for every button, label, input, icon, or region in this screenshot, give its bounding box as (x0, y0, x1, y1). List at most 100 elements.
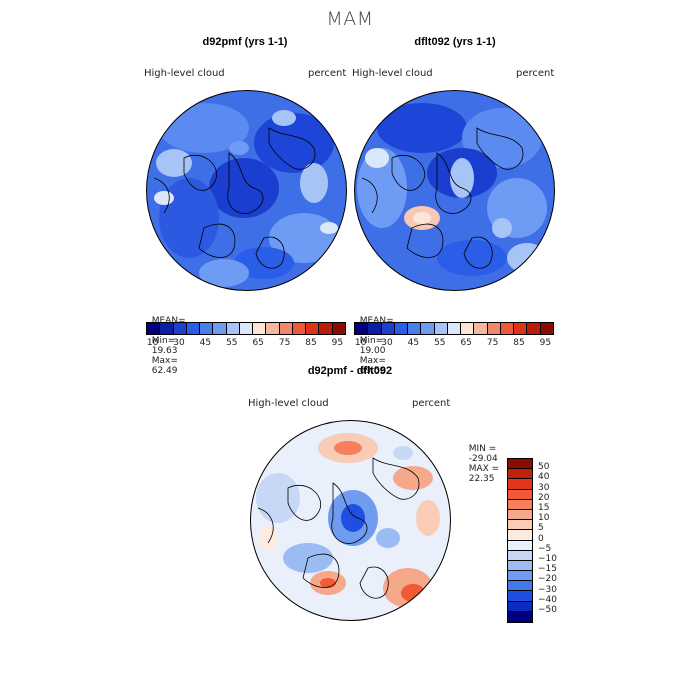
panel2-min-value: 19.00 (359, 346, 386, 356)
colorbar-swatch (508, 489, 532, 500)
panel2-min-label: Min= (359, 336, 384, 346)
colorbar-tick-label: 30 (381, 338, 393, 348)
colorbar-tick-label: 5 (538, 523, 544, 534)
colorbar-swatch (508, 571, 532, 582)
colorbar-tick-label: −15 (538, 564, 557, 575)
colorbar-swatch (213, 323, 227, 334)
panel3-min-label: MIN = (468, 444, 497, 454)
panel1-min-value: 19.63 (151, 346, 178, 356)
colorbar-tick-label: 85 (305, 338, 317, 348)
colorbar-swatch (474, 323, 488, 334)
panel1-polar-map (146, 90, 347, 291)
colorbar-swatch (332, 323, 345, 334)
colorbar-swatch (508, 591, 532, 602)
colorbar-swatch (500, 323, 515, 334)
panel3-variable-label: High-level cloud (248, 398, 329, 409)
colorbar-swatch (508, 540, 532, 551)
colorbar-tick-label: −20 (538, 574, 557, 585)
colorbar-swatch (487, 323, 501, 334)
colorbar-tick-label: 55 (434, 338, 446, 348)
colorbar-swatch (461, 323, 475, 334)
colorbar-swatch (239, 323, 254, 334)
panel2-units-label: percent (516, 68, 555, 79)
figure-season-title: MAM (326, 8, 374, 30)
colorbar-swatch (508, 581, 532, 592)
colorbar-tick-label: 10 (146, 338, 159, 348)
colorbar-swatch (408, 323, 422, 334)
colorbar-swatch (508, 499, 532, 510)
colorbar-swatch (540, 323, 553, 334)
colorbar-swatch (421, 323, 435, 334)
panel2-max-value: 69.56 (359, 366, 386, 376)
colorbar-swatch (279, 323, 293, 334)
panel2-max-label: Max= (359, 356, 386, 366)
panel2-mean-label: MEAN= (359, 316, 394, 326)
colorbar-tick-label: −5 (538, 543, 552, 554)
colorbar-swatch (508, 550, 532, 561)
colorbar-swatch (508, 479, 532, 490)
colorbar-swatch (434, 323, 448, 334)
colorbar-swatch (527, 323, 541, 334)
colorbar-tick-label: −30 (538, 584, 557, 595)
panel2-variable-label: High-level cloud (352, 68, 433, 79)
panel1-units-label: percent (308, 68, 347, 79)
colorbar-tick-label: 30 (173, 338, 185, 348)
panel1-title: d92pmf (yrs 1-1) (202, 36, 288, 48)
panel2-title: dflt092 (yrs 1-1) (414, 36, 496, 48)
colorbar-swatch (226, 323, 240, 334)
colorbar-swatch (266, 323, 280, 334)
panel1-max-label: Max= (151, 356, 178, 366)
colorbar-tick-label: 45 (407, 338, 420, 348)
colorbar-tick-label: 95 (331, 338, 344, 348)
colorbar-swatch (200, 323, 214, 334)
panel3-units-label: percent (412, 398, 451, 409)
panel3-max-value: 22.35 (468, 474, 495, 484)
panel3-colorbar (507, 458, 533, 623)
colorbar-swatch (306, 323, 320, 334)
colorbar-swatch (292, 323, 307, 334)
panel3-max-label: MAX = (468, 464, 500, 474)
colorbar-swatch (355, 323, 369, 334)
panel3-title: d92pmf - dflt092 (307, 365, 393, 377)
colorbar-tick-label: 30 (538, 482, 550, 493)
colorbar-tick-label: 85 (513, 338, 525, 348)
colorbar-tick-label: 75 (278, 338, 291, 348)
colorbar-swatch (160, 323, 174, 334)
panel2-colorbar-ticks: 10 30 45 55 65 75 85 95 (354, 338, 552, 350)
panel3-polar-map (250, 420, 451, 621)
colorbar-tick-label: 0 (538, 533, 544, 544)
panel1-min-label: Min= (151, 336, 176, 346)
colorbar-tick-label: 10 (538, 513, 550, 524)
colorbar-swatch (508, 601, 532, 612)
colorbar-swatch (508, 611, 532, 622)
panel1-colorbar-ticks: 10 30 45 55 65 75 85 95 (146, 338, 344, 350)
colorbar-tick-label: 65 (252, 338, 264, 348)
colorbar-swatch (319, 323, 333, 334)
colorbar-swatch (508, 509, 532, 521)
colorbar-tick-label: 20 (538, 492, 550, 503)
colorbar-tick-label: 10 (354, 338, 367, 348)
colorbar-swatch (173, 323, 187, 334)
panel2-colorbar (354, 322, 554, 335)
colorbar-tick-label: 95 (539, 338, 552, 348)
colorbar-tick-label: 65 (460, 338, 472, 348)
panel1-max-value: 62.49 (151, 366, 178, 376)
colorbar-swatch (186, 323, 201, 334)
colorbar-swatch (508, 560, 532, 572)
colorbar-swatch (508, 469, 532, 480)
panel3-min-value: -29.04 (468, 454, 498, 464)
panel3-colorbar-ticks: 50 40 30 20 15 10 5 0 −5 −10 −15 −20 −30 −40 −50 (538, 458, 578, 622)
colorbar-tick-label: 75 (486, 338, 499, 348)
panel1-mean-label: MEAN= (151, 316, 186, 326)
colorbar-swatch (147, 323, 161, 334)
colorbar-tick-label: 40 (538, 472, 550, 483)
colorbar-swatch (508, 530, 532, 541)
colorbar-tick-label: 45 (199, 338, 212, 348)
colorbar-tick-label: 50 (538, 462, 550, 473)
panel1-variable-label: High-level cloud (144, 68, 225, 79)
colorbar-tick-label: −10 (538, 554, 557, 564)
colorbar-swatch (508, 520, 532, 531)
colorbar-swatch (447, 323, 462, 334)
colorbar-tick-label: −50 (538, 605, 557, 615)
colorbar-swatch (253, 323, 267, 334)
